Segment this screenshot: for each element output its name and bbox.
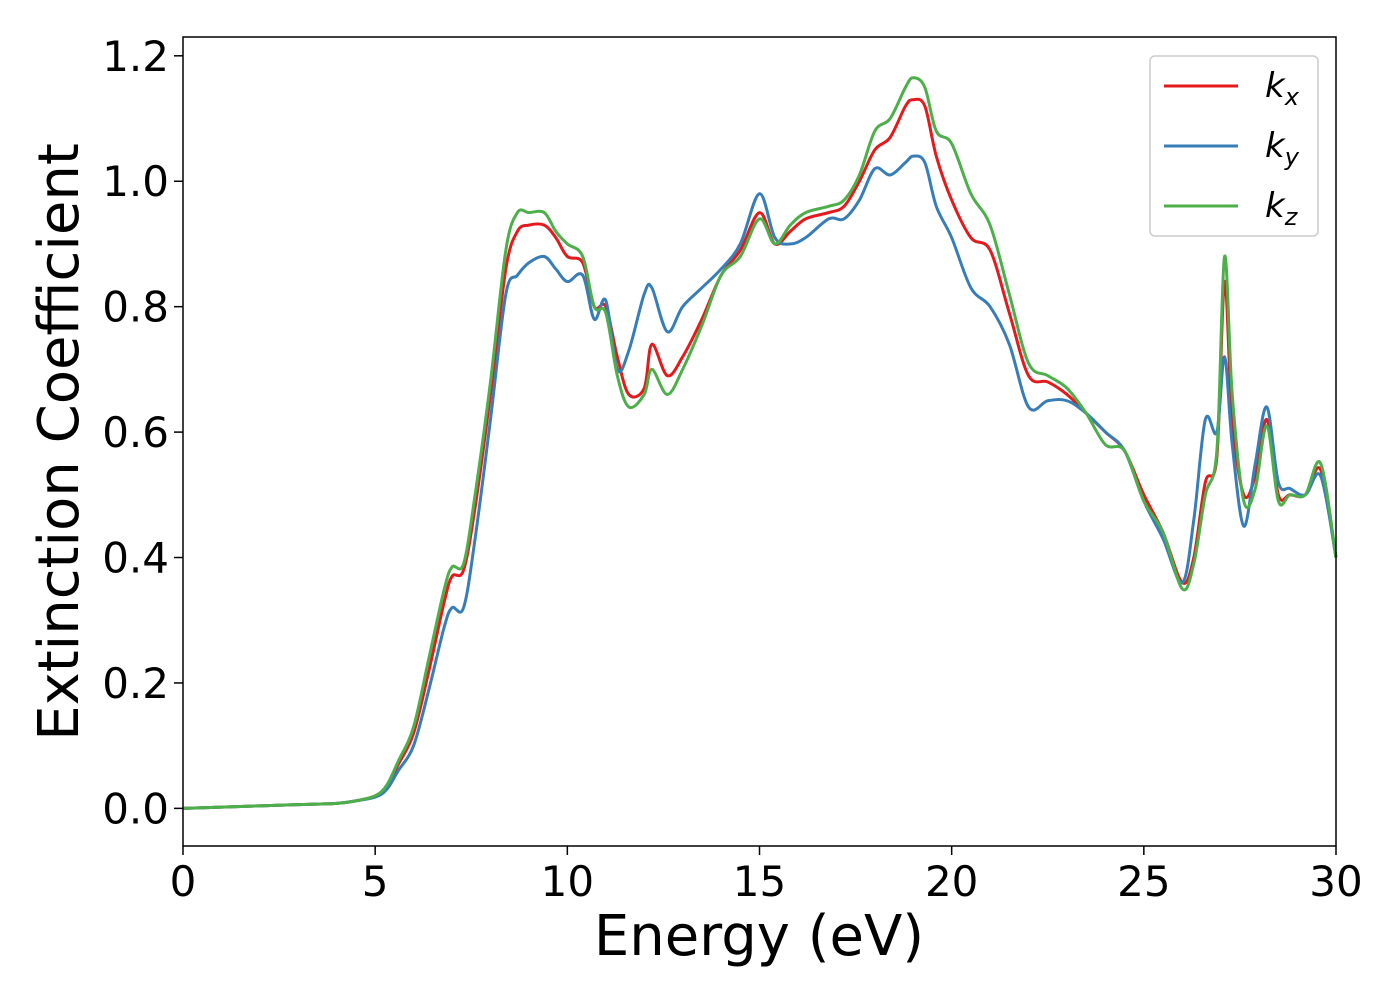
x-tick-label: 0 — [170, 857, 197, 906]
x-tick-label: 15 — [733, 857, 786, 906]
series-line-kx — [182, 97, 1338, 810]
y-axis: 0.0 0.2 0.4 0.6 0.8 1.0 1.2 — [102, 32, 183, 833]
y-tick-label: 0.2 — [102, 659, 169, 708]
y-tick-label: 1.0 — [102, 157, 169, 206]
y-tick-label: 1.2 — [102, 32, 169, 81]
y-tick-label: 0.4 — [102, 534, 169, 583]
x-axis-title: Energy (eV) — [594, 904, 924, 969]
x-tick-label: 10 — [541, 857, 594, 906]
x-tick-label: 30 — [1309, 857, 1362, 906]
x-axis: 0 5 10 15 20 25 30 — [170, 846, 1363, 906]
y-tick-label: 0.8 — [102, 283, 169, 332]
series-layer — [182, 76, 1338, 810]
y-tick-label: 0.6 — [102, 408, 169, 457]
y-tick-label: 0.0 — [102, 784, 169, 833]
series-line-ky — [182, 154, 1338, 810]
y-axis-title: Extinction Coefficient — [27, 143, 92, 741]
x-tick-label: 25 — [1117, 857, 1170, 906]
x-tick-label: 20 — [925, 857, 978, 906]
series-line-kz — [182, 76, 1338, 810]
x-tick-label: 5 — [362, 857, 389, 906]
